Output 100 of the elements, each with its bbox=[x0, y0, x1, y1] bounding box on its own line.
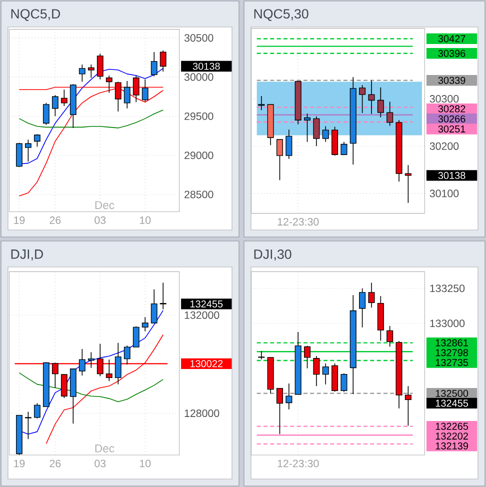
candlestick bbox=[377, 87, 384, 118]
chart-title: NQC5,30 bbox=[254, 9, 308, 21]
candlestick bbox=[88, 352, 94, 368]
ref-line-label: 132202 bbox=[436, 432, 468, 440]
candlestick bbox=[124, 345, 130, 365]
candlestick bbox=[78, 64, 86, 82]
candlestick bbox=[404, 386, 412, 426]
y-tick-label: 30100 bbox=[430, 190, 459, 198]
x-tick-label: 12-23:30 bbox=[278, 460, 319, 468]
ref-line-label: 132139 bbox=[436, 442, 468, 450]
ref-line-label: 132798 bbox=[436, 349, 468, 356]
candlestick bbox=[132, 75, 140, 103]
ref-line-label: 132500 bbox=[436, 390, 468, 397]
candlestick bbox=[313, 116, 320, 147]
candlestick bbox=[258, 96, 265, 111]
ref-line-label: 132735 bbox=[436, 358, 468, 366]
candlestick bbox=[60, 89, 68, 106]
candlestick bbox=[124, 80, 130, 109]
candlestick bbox=[340, 372, 348, 392]
text: 132455 bbox=[190, 300, 223, 308]
candlestick bbox=[276, 139, 284, 181]
y-tick-label: 28500 bbox=[184, 190, 214, 198]
candlestick bbox=[359, 288, 366, 328]
candlestick bbox=[24, 139, 32, 162]
x-tick-label: 12-23:30 bbox=[278, 218, 319, 226]
candlestick bbox=[52, 362, 58, 388]
candlestick bbox=[114, 342, 122, 385]
chart-title: NQC5,D bbox=[11, 9, 60, 21]
candlestick bbox=[322, 126, 329, 142]
ref-line-label: 30339 bbox=[438, 76, 466, 84]
chart-title: DJI,30 bbox=[254, 250, 292, 261]
candlestick bbox=[34, 134, 40, 148]
candlestick bbox=[160, 282, 166, 310]
ref-line-label: 30251 bbox=[438, 125, 466, 133]
candlestick bbox=[304, 345, 311, 369]
y-tick-label: 133000 bbox=[430, 320, 465, 328]
candlestick bbox=[34, 402, 40, 419]
y-tick-label: 133250 bbox=[430, 284, 465, 292]
candlestick bbox=[88, 64, 94, 78]
ref-line-label: 30427 bbox=[438, 35, 466, 42]
candlestick bbox=[368, 80, 375, 114]
chart-title: DJI,D bbox=[11, 250, 43, 260]
candlestick bbox=[96, 343, 104, 377]
y-tick-label: 132000 bbox=[184, 311, 220, 319]
candlestick bbox=[24, 411, 32, 440]
x-tick-label: 26 bbox=[50, 216, 61, 224]
candlestick bbox=[106, 75, 112, 94]
candlestick bbox=[106, 359, 112, 382]
candlestick bbox=[368, 282, 375, 308]
candlestick bbox=[52, 94, 58, 117]
x-tick-label: 19 bbox=[14, 460, 25, 468]
candlestick bbox=[96, 53, 104, 80]
y-tick-label: 30300 bbox=[430, 95, 459, 103]
candlestick bbox=[78, 348, 86, 376]
y-tick-label: 30000 bbox=[184, 73, 214, 81]
candlestick bbox=[304, 113, 311, 142]
x-tick-label: 03 bbox=[94, 460, 106, 468]
ref-line-label: 30396 bbox=[438, 50, 466, 57]
candlestick bbox=[404, 164, 412, 204]
candlestick bbox=[386, 101, 394, 126]
candlestick bbox=[132, 326, 140, 348]
ref-line-label: 130022 bbox=[190, 360, 223, 368]
candlestick bbox=[322, 363, 329, 385]
candlestick bbox=[42, 102, 50, 126]
y-tick-label: 30200 bbox=[430, 142, 459, 150]
candlestick bbox=[160, 50, 166, 72]
text: 30138 bbox=[192, 62, 220, 70]
candlestick bbox=[313, 356, 320, 387]
ref-line-label: 30266 bbox=[438, 115, 466, 122]
candlestick bbox=[60, 374, 68, 398]
candlestick bbox=[258, 350, 265, 360]
candlestick bbox=[386, 326, 394, 348]
x-tick-label: 03 bbox=[94, 216, 106, 224]
y-tick-label: 29500 bbox=[184, 112, 214, 120]
x-tick-label: 26 bbox=[50, 460, 61, 468]
candlestick bbox=[16, 142, 22, 168]
text: 132455 bbox=[436, 400, 468, 407]
ref-line-label: 132265 bbox=[436, 422, 468, 430]
y-tick-label: 29000 bbox=[184, 152, 214, 160]
candlestick bbox=[276, 388, 284, 435]
line-series bbox=[18, 372, 164, 402]
candlestick bbox=[114, 81, 122, 112]
y-tick-label: 30500 bbox=[184, 34, 214, 42]
x-tick-label: 10 bbox=[140, 460, 151, 468]
annotation: Dec bbox=[95, 444, 114, 452]
candlestick bbox=[150, 52, 158, 77]
text: 30138 bbox=[438, 172, 466, 180]
candlestick bbox=[286, 129, 292, 160]
candlestick bbox=[142, 316, 148, 332]
candlestick bbox=[150, 288, 158, 324]
annotation: Dec bbox=[95, 201, 114, 210]
x-tick-label: 10 bbox=[140, 216, 151, 224]
candlestick bbox=[286, 383, 292, 410]
x-tick-label: 19 bbox=[14, 216, 25, 224]
candlestick bbox=[142, 79, 148, 102]
candlestick bbox=[359, 84, 366, 114]
ref-line-label: 30282 bbox=[438, 105, 466, 112]
candlestick bbox=[340, 141, 348, 156]
ref-line-label: 132861 bbox=[436, 339, 468, 346]
y-tick-label: 128000 bbox=[184, 410, 220, 418]
